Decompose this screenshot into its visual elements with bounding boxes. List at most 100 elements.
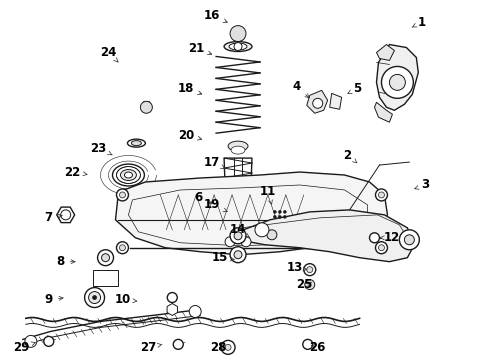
Text: 3: 3 [414,179,428,192]
Circle shape [254,223,268,237]
Text: 2: 2 [343,149,356,163]
Text: 19: 19 [203,198,227,212]
Ellipse shape [224,41,251,51]
Circle shape [378,192,384,198]
Text: 10: 10 [114,293,137,306]
Circle shape [221,340,235,354]
Circle shape [229,228,245,244]
Circle shape [102,254,109,262]
Ellipse shape [127,139,145,147]
Polygon shape [115,172,386,255]
Polygon shape [220,235,255,249]
Polygon shape [238,210,413,262]
Text: 18: 18 [178,82,202,95]
Circle shape [140,101,152,113]
Polygon shape [233,28,243,33]
Text: 12: 12 [380,231,399,244]
Circle shape [224,237,235,247]
Circle shape [375,189,386,201]
Circle shape [25,336,37,347]
Text: 6: 6 [194,192,211,204]
Circle shape [378,245,384,251]
Circle shape [278,215,281,219]
Circle shape [173,339,183,349]
Ellipse shape [241,207,263,223]
Text: 11: 11 [259,185,275,204]
Text: 5: 5 [347,82,361,95]
Circle shape [224,345,230,350]
Circle shape [283,210,286,213]
Circle shape [189,306,201,318]
Circle shape [278,210,281,213]
Circle shape [302,339,312,349]
Text: 8: 8 [57,255,75,268]
Circle shape [241,237,250,247]
Text: 28: 28 [209,341,226,354]
Circle shape [234,251,242,259]
Text: 9: 9 [44,293,63,306]
Text: 20: 20 [178,129,201,142]
Polygon shape [224,158,251,213]
Circle shape [273,210,276,213]
Circle shape [273,215,276,219]
Polygon shape [57,207,75,222]
Ellipse shape [230,146,244,154]
Circle shape [375,242,386,254]
Polygon shape [306,90,327,113]
Circle shape [283,215,286,219]
Polygon shape [374,102,392,122]
Text: 24: 24 [100,46,118,62]
Circle shape [116,189,128,201]
Text: 7: 7 [44,211,62,224]
Polygon shape [329,93,341,109]
Circle shape [303,264,315,276]
Ellipse shape [227,141,247,151]
Polygon shape [167,303,177,315]
Circle shape [234,42,242,50]
Text: 16: 16 [203,9,227,22]
Circle shape [388,75,405,90]
Text: 22: 22 [64,166,87,179]
Polygon shape [376,45,417,110]
Circle shape [266,230,276,240]
Ellipse shape [120,170,136,180]
Circle shape [98,250,113,266]
Text: 17: 17 [203,156,225,169]
Circle shape [44,336,54,346]
Text: 25: 25 [296,278,312,291]
Circle shape [306,267,312,273]
Text: 23: 23 [90,141,112,155]
Text: 26: 26 [309,341,325,354]
Ellipse shape [116,167,140,184]
Polygon shape [376,45,394,60]
Circle shape [369,233,379,243]
Text: 21: 21 [188,42,211,55]
Circle shape [312,98,322,108]
Polygon shape [143,101,149,107]
Circle shape [61,210,71,220]
Text: 1: 1 [411,16,425,29]
Circle shape [116,242,128,254]
Circle shape [88,292,101,303]
Circle shape [229,247,245,263]
Text: 15: 15 [211,251,234,264]
Circle shape [304,280,314,289]
Circle shape [381,67,412,98]
Text: 14: 14 [229,223,249,237]
Circle shape [119,192,125,198]
Circle shape [92,296,96,300]
Circle shape [404,235,413,245]
Circle shape [229,26,245,41]
Circle shape [399,230,419,250]
Polygon shape [92,270,118,285]
Circle shape [84,288,104,307]
Ellipse shape [131,141,141,146]
Circle shape [119,245,125,251]
Text: 29: 29 [13,341,35,354]
Text: 27: 27 [140,341,162,354]
Ellipse shape [228,43,246,50]
Ellipse shape [124,172,132,178]
Circle shape [167,293,177,302]
Text: 13: 13 [286,261,306,274]
Ellipse shape [112,164,144,186]
